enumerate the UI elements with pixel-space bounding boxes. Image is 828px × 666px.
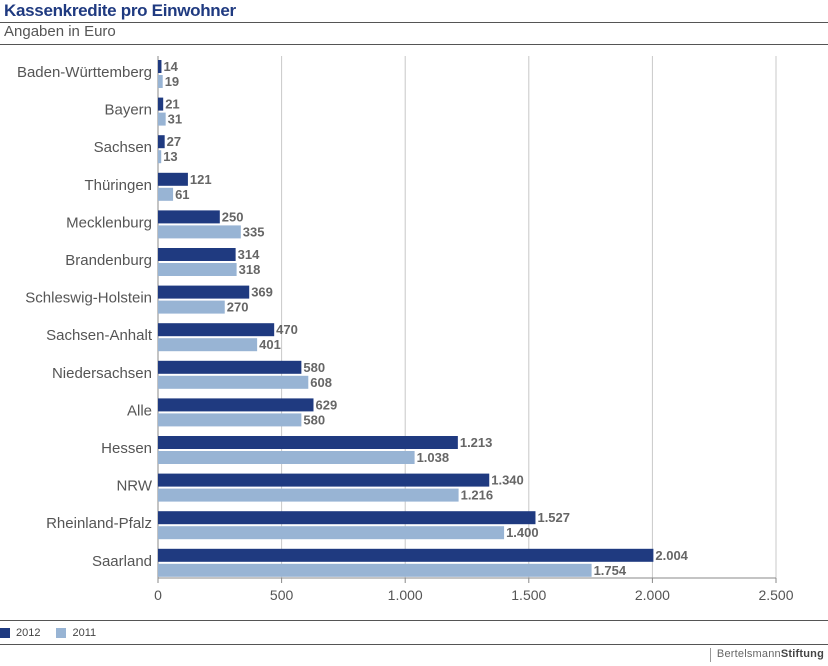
legend-swatch-2012: [0, 628, 10, 638]
data-label-2011: 608: [310, 375, 332, 390]
data-label-2012: 250: [222, 209, 244, 224]
bar-2012: [158, 436, 458, 449]
data-label-2011: 31: [168, 112, 182, 127]
x-tick-label: 2.500: [758, 587, 793, 603]
category-label: Sachsen: [94, 139, 152, 156]
data-label-2011: 1.216: [461, 488, 494, 503]
bar-2012: [158, 511, 536, 525]
bar-2012: [158, 60, 162, 73]
bar-2011: [158, 112, 166, 126]
data-label-2012: 1.213: [460, 435, 493, 450]
data-label-2012: 1.340: [491, 473, 524, 488]
chart-divider: [0, 620, 828, 621]
x-tick-label: 2.000: [635, 587, 670, 603]
category-label: Sachsen-Anhalt: [46, 327, 153, 344]
bar-2011: [158, 488, 459, 502]
category-label: Alle: [127, 402, 152, 419]
data-label-2012: 14: [163, 59, 178, 74]
bar-2012: [158, 248, 236, 261]
page-title: Kassenkredite pro Einwohner: [4, 1, 236, 20]
legend-swatch-2011: [56, 628, 67, 638]
bar-2011: [158, 413, 302, 427]
legend-item-2011: 2011: [56, 627, 96, 639]
bar-2011: [158, 75, 163, 88]
bar-2011: [158, 150, 162, 164]
bar-2012: [158, 323, 275, 337]
data-label-2012: 369: [251, 285, 273, 300]
data-label-2011: 335: [243, 224, 265, 239]
page-subtitle: Angaben in Euro: [4, 23, 116, 40]
data-label-2012: 314: [238, 247, 260, 262]
bar-2011: [158, 338, 258, 352]
bar-2011: [158, 451, 415, 464]
data-label-2012: 21: [165, 97, 179, 112]
category-label: Baden-Württemberg: [17, 64, 152, 81]
bar-2011: [158, 300, 225, 314]
data-label-2011: 1.038: [417, 450, 450, 465]
legend-divider: [0, 644, 828, 645]
data-label-2012: 121: [190, 172, 212, 187]
bar-2012: [158, 97, 164, 111]
data-label-2012: 470: [276, 322, 298, 337]
data-label-2011: 1.754: [594, 563, 627, 578]
data-label-2011: 318: [239, 262, 261, 277]
category-label: Schleswig-Holstein: [25, 290, 152, 307]
legend-label-2011: 2011: [72, 627, 97, 639]
bar-2011: [158, 526, 505, 540]
x-tick-label: 1.500: [511, 587, 546, 603]
category-label: NRW: [116, 478, 152, 495]
data-label-2011: 1.400: [506, 525, 539, 540]
x-tick-label: 0: [154, 587, 162, 603]
logo-secondary: Stiftung: [780, 648, 824, 660]
category-label: Hessen: [101, 440, 152, 457]
legend-label-2012: 2012: [16, 627, 41, 639]
bar-2011: [158, 225, 241, 239]
bar-2011: [158, 375, 309, 389]
category-label: Rheinland-Pfalz: [46, 515, 152, 532]
bar-2012: [158, 285, 250, 299]
category-label: Niedersachsen: [52, 365, 152, 382]
category-label: Brandenburg: [65, 252, 152, 269]
x-tick-label: 500: [270, 587, 294, 603]
bar-2012: [158, 360, 302, 374]
bar-2012: [158, 210, 220, 224]
category-label: Mecklenburg: [66, 214, 152, 231]
bar-2012: [158, 172, 188, 186]
data-label-2011: 580: [303, 412, 325, 427]
data-label-2012: 2.004: [655, 548, 688, 563]
x-tick-label: 1.000: [388, 587, 423, 603]
bar-2011: [158, 187, 174, 201]
data-label-2012: 27: [167, 134, 181, 149]
bar-chart: 0 500 1.000 1.500 2.000 2.500 Baden-Württember…: [17, 56, 794, 603]
bar-2012: [158, 473, 490, 487]
data-label-2012: 629: [315, 397, 337, 412]
bar-2011: [158, 563, 592, 577]
bar-2012: [158, 135, 165, 149]
bar-2011: [158, 263, 237, 276]
category-label: Saarland: [92, 553, 152, 570]
bertelsmann-logo: BertelsmannStiftung: [709, 648, 824, 662]
logo-primary: Bertelsmann: [716, 648, 781, 660]
bar-2012: [158, 548, 654, 562]
data-label-2011: 401: [259, 337, 281, 352]
bar-2012: [158, 398, 314, 412]
legend: 2012 2011: [0, 624, 112, 642]
data-label-2012: 580: [303, 360, 325, 375]
data-label-2011: 61: [175, 187, 189, 202]
legend-item-2012: 2012: [0, 627, 40, 639]
category-label: Bayern: [104, 102, 152, 119]
data-label-2011: 13: [163, 149, 177, 164]
category-label: Thüringen: [84, 177, 152, 194]
data-label-2011: 19: [165, 74, 179, 89]
data-label-2012: 1.527: [537, 510, 570, 525]
title-divider: [0, 22, 828, 23]
data-label-2011: 270: [227, 300, 249, 315]
subtitle-divider: [0, 44, 828, 45]
